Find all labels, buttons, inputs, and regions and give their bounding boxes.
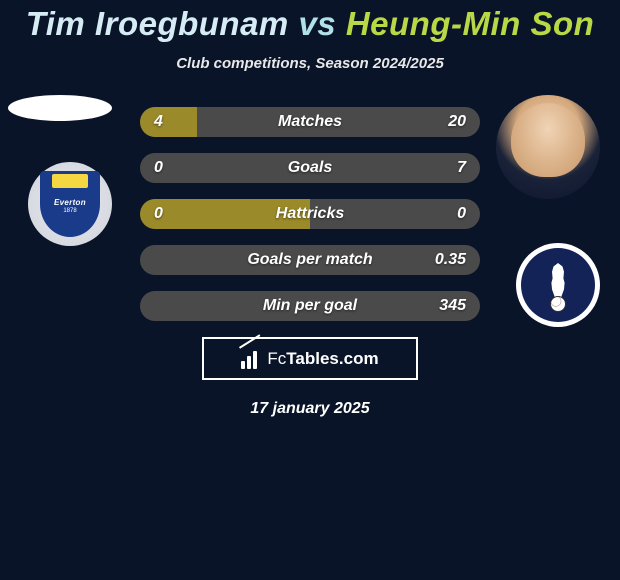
subtitle: Club competitions, Season 2024/2025 (0, 55, 620, 72)
title-player2: Heung-Min Son (346, 5, 594, 42)
stat-row: Min per goal 345 (140, 291, 480, 321)
stat-right-value: 20 (426, 113, 466, 131)
stat-row: 0 Goals 7 (140, 153, 480, 183)
stat-right-value: 0 (426, 205, 466, 223)
stat-label: Matches (278, 113, 342, 131)
stat-left-value: 4 (154, 113, 194, 131)
tottenham-crest (521, 248, 595, 322)
stat-row: Goals per match 0.35 (140, 245, 480, 275)
stat-label: Min per goal (263, 297, 357, 315)
stat-label: Goals per match (247, 251, 372, 269)
stat-label: Hattricks (276, 205, 344, 223)
club-year: 1878 (63, 208, 76, 214)
logo-text: FcTables.com (267, 349, 378, 369)
player2-club-badge (516, 243, 600, 327)
fctables-logo: FcTables.com (202, 337, 418, 380)
stat-row: 4 Matches 20 (140, 107, 480, 137)
ball-icon (550, 296, 566, 312)
everton-crest: Everton 1878 (40, 171, 100, 237)
date-label: 17 january 2025 (0, 400, 620, 418)
title-player1: Tim Iroegbunam (26, 5, 289, 42)
stats-list: 4 Matches 20 0 Goals 7 0 Hattricks 0 Goals per ma… (140, 107, 480, 321)
main-area: Everton 1878 4 Matches 20 0 Goals 7 0 Hattricks… (0, 107, 620, 418)
stat-left-value: 0 (154, 205, 194, 223)
stat-row: 0 Hattricks 0 (140, 199, 480, 229)
stat-right-value: 7 (426, 159, 466, 177)
stat-right-value: 0.35 (426, 251, 466, 269)
page-title: Tim Iroegbunam vs Heung-Min Son (0, 5, 620, 43)
player1-avatar (8, 95, 112, 121)
stat-left-value: 0 (154, 159, 194, 177)
chart-icon (241, 349, 263, 369)
player1-club-badge: Everton 1878 (28, 162, 112, 246)
title-vs: vs (298, 5, 336, 42)
stat-label: Goals (288, 159, 332, 177)
club-name: Everton (54, 198, 86, 207)
stat-right-value: 345 (426, 297, 466, 315)
comparison-card: Tim Iroegbunam vs Heung-Min Son Club com… (0, 0, 620, 418)
player2-avatar (496, 95, 600, 199)
